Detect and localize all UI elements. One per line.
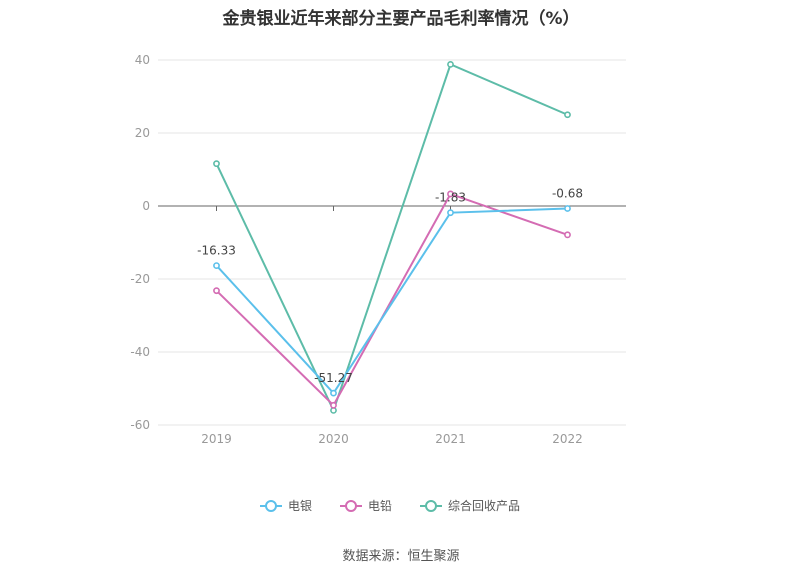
legend-label: 电银: [288, 499, 312, 513]
data-point: [564, 205, 571, 212]
data-point: [213, 160, 220, 168]
y-tick-label: -60: [130, 418, 150, 432]
data-point: [447, 60, 454, 68]
data-point: [213, 262, 220, 270]
data-label: -16.33: [197, 244, 236, 258]
y-tick-label: -20: [130, 272, 150, 286]
x-tick-label: 2022: [552, 432, 583, 446]
x-tick-label: 2021: [435, 432, 466, 446]
chart-title: 金贵银业近年来部分主要产品毛利率情况（%）: [222, 9, 580, 29]
legend-swatch-marker: [425, 500, 437, 512]
legend-swatch-marker: [345, 500, 357, 512]
data-label: -0.68: [552, 186, 583, 200]
data-point: [564, 231, 571, 239]
series-line-0: [215, 207, 568, 395]
series-line-2: [215, 63, 568, 414]
y-tick-label: 40: [135, 53, 150, 67]
y-tick-label: -40: [130, 345, 150, 359]
x-tick-label: 2019: [201, 432, 232, 446]
y-tick-label: 0: [142, 199, 150, 213]
source-note: 数据来源：恒生聚源: [342, 549, 460, 564]
data-point: [447, 209, 454, 217]
legend-label: 综合回收产品: [448, 498, 520, 513]
data-point: [330, 401, 337, 409]
data-point: [330, 389, 337, 397]
data-point: [564, 111, 571, 119]
series-line-1: [215, 192, 568, 407]
data-point: [213, 287, 220, 295]
x-tick-label: 2020: [318, 432, 349, 446]
data-label: -1.83: [435, 191, 466, 205]
y-tick-label: 20: [135, 126, 150, 140]
data-label: -51.27: [314, 371, 353, 385]
legend-label: 电铅: [368, 499, 392, 513]
data-point: [447, 190, 454, 198]
legend-swatch-marker: [265, 500, 277, 512]
